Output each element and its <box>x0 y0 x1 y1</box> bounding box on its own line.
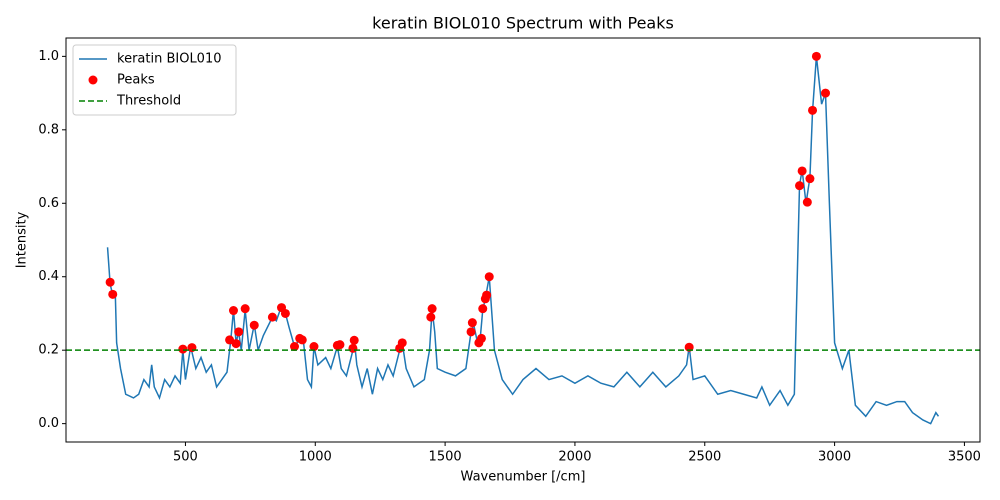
peak-point <box>795 181 805 191</box>
legend-label: keratin BIOL010 <box>117 52 222 67</box>
peak-point <box>249 320 259 330</box>
peak-point <box>267 312 277 322</box>
x-tick-label: 3500 <box>948 450 981 465</box>
peak-point <box>231 339 241 349</box>
peak-point <box>805 174 815 184</box>
peak-point <box>349 335 359 345</box>
peak-point <box>821 88 831 98</box>
peak-point <box>466 327 476 337</box>
peak-point <box>426 312 436 322</box>
x-axis-label: Wavenumber [/cm] <box>461 470 586 485</box>
peak-point <box>228 306 238 316</box>
peak-point <box>309 342 319 352</box>
peak-point <box>808 105 818 115</box>
y-tick-label: 0.2 <box>38 343 59 358</box>
peak-point <box>178 344 188 354</box>
spectrum-line <box>106 56 940 425</box>
peak-point <box>427 304 437 314</box>
peak-point <box>797 166 807 176</box>
legend-box <box>72 44 237 116</box>
peak-point <box>105 277 115 287</box>
peak-point <box>108 289 118 299</box>
legend-label: Threshold <box>116 94 181 109</box>
chart-title: keratin BIOL010 Spectrum with Peaks <box>372 14 674 33</box>
peak-point <box>467 318 477 328</box>
peak-point <box>297 335 307 345</box>
peak-point <box>811 51 821 61</box>
axes-frame <box>65 37 981 443</box>
peak-point <box>335 340 345 350</box>
peak-point <box>397 338 407 348</box>
peak-point <box>802 197 812 207</box>
x-tick-label: 3000 <box>818 450 851 465</box>
peak-point <box>484 272 494 282</box>
y-tick-label: 0.8 <box>38 122 59 137</box>
y-tick-label: 0.4 <box>38 269 59 284</box>
y-tick-label: 0.0 <box>38 416 59 431</box>
x-tick-label: 1500 <box>429 450 462 465</box>
legend-label: Peaks <box>117 73 155 88</box>
peak-point <box>240 304 250 314</box>
peak-point <box>290 342 299 352</box>
y-tick-label: 1.0 <box>38 49 59 64</box>
legend-marker <box>88 75 98 85</box>
x-tick-label: 2500 <box>688 450 721 465</box>
peak-point <box>476 333 486 343</box>
plot-area <box>66 51 980 425</box>
peak-point <box>234 327 244 337</box>
y-tick-label: 0.6 <box>38 196 59 211</box>
peak-point <box>482 290 492 300</box>
x-tick-label: 1000 <box>299 450 332 465</box>
peak-point <box>478 304 488 314</box>
x-tick-label: 500 <box>173 450 198 465</box>
x-tick-label: 2000 <box>558 450 591 465</box>
y-axis-label: Intensity <box>15 211 30 268</box>
peak-point <box>280 308 290 318</box>
peak-point <box>348 343 358 353</box>
